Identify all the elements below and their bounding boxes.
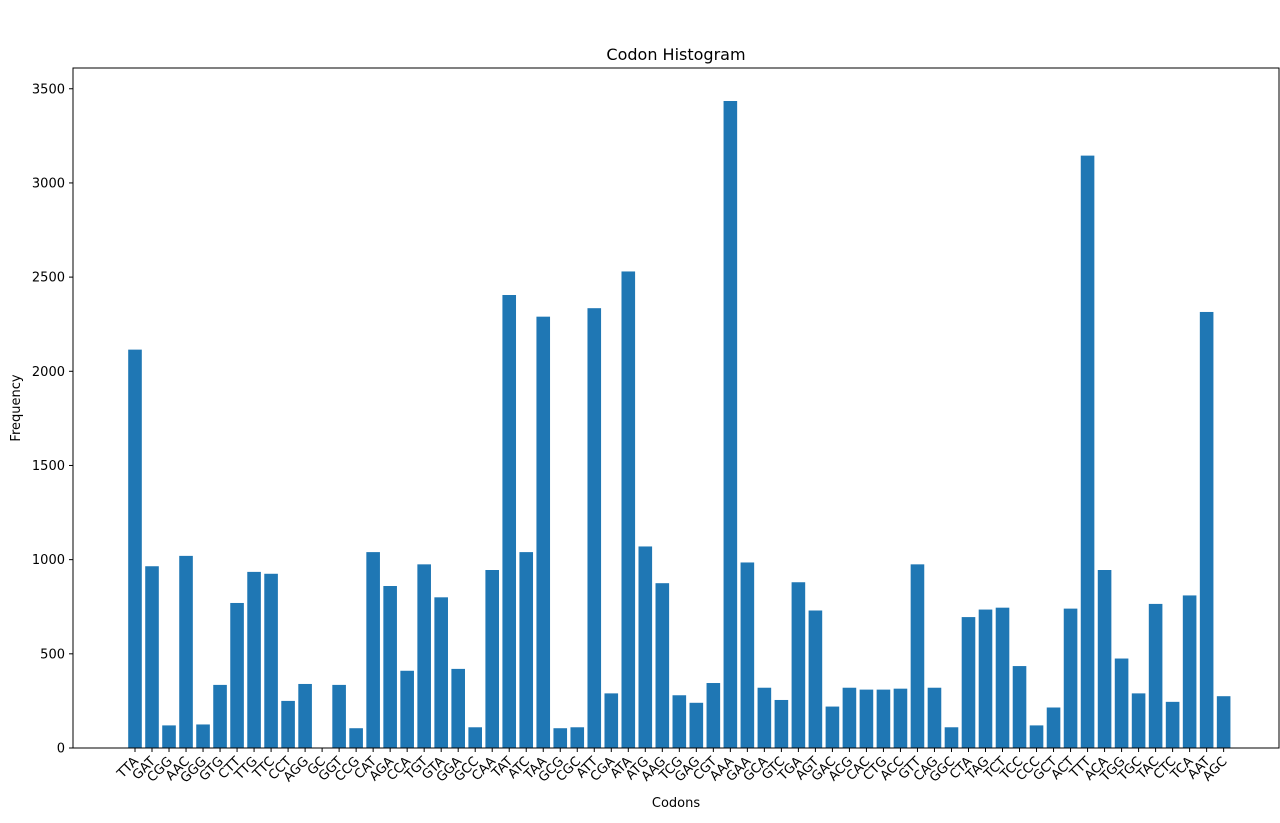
bar-gta bbox=[434, 597, 448, 748]
bar-aca bbox=[1097, 570, 1112, 748]
bar-ata bbox=[621, 271, 636, 748]
bar-tgt bbox=[417, 564, 431, 748]
bar-gtc bbox=[774, 699, 789, 748]
y-tick-label: 0 bbox=[57, 742, 65, 757]
bar-gct bbox=[1046, 707, 1061, 748]
y-tick-label: 3500 bbox=[32, 82, 65, 97]
y-tick-label: 500 bbox=[40, 647, 65, 662]
bar-aga bbox=[383, 586, 397, 748]
bar-gtt bbox=[910, 564, 925, 748]
bar-ttg bbox=[247, 571, 261, 748]
bars-group bbox=[128, 101, 1231, 748]
bar-tat bbox=[502, 295, 517, 748]
bar-gcc bbox=[468, 727, 482, 748]
bar-cct bbox=[281, 700, 295, 748]
bar-cta bbox=[961, 617, 976, 748]
bar-ggt bbox=[332, 684, 346, 748]
bar-tcc bbox=[1012, 666, 1027, 748]
bar-tac bbox=[1148, 603, 1163, 748]
bar-tcg bbox=[672, 695, 687, 748]
bar-tct bbox=[995, 607, 1010, 748]
bar-gcg bbox=[553, 728, 568, 748]
bar-tga bbox=[791, 582, 806, 748]
bar-gca bbox=[757, 687, 772, 748]
bar-tgg bbox=[1114, 658, 1129, 748]
chart-title: Codon Histogram bbox=[606, 45, 745, 64]
bar-aat bbox=[1199, 311, 1214, 748]
bar-cgg bbox=[162, 725, 176, 748]
bar-tta bbox=[128, 349, 142, 748]
bar-ctg bbox=[876, 689, 891, 748]
bar-gtg bbox=[213, 684, 227, 748]
x-axis-ticks: TTAGATCGGAACGGGGTGCTTTTGTTCCCTAGGGCGGTCC… bbox=[114, 748, 1230, 786]
bar-atg bbox=[638, 546, 653, 748]
bar-aaa bbox=[723, 101, 738, 748]
y-tick-label: 3000 bbox=[32, 176, 65, 191]
bar-gac bbox=[825, 706, 840, 748]
bar-ctc bbox=[1165, 701, 1180, 748]
bar-acg bbox=[842, 687, 857, 748]
bar-aac bbox=[179, 555, 193, 748]
bar-act bbox=[1063, 608, 1078, 748]
bar-agg bbox=[298, 683, 312, 748]
plot-frame bbox=[72, 67, 1280, 749]
bar-tca bbox=[1182, 595, 1197, 748]
bar-tgc bbox=[1131, 693, 1146, 748]
y-axis-title: Frequency bbox=[9, 374, 24, 441]
bar-cca bbox=[400, 670, 414, 748]
bar-cgt bbox=[706, 683, 721, 748]
bar-caa bbox=[485, 570, 500, 748]
bar-gga bbox=[451, 668, 465, 748]
bar-cgc bbox=[570, 727, 585, 748]
bar-cac bbox=[859, 689, 874, 748]
bar-gaa bbox=[740, 562, 755, 748]
bar-acc bbox=[893, 688, 908, 748]
bar-ccg bbox=[349, 728, 363, 748]
bar-att bbox=[587, 308, 602, 748]
bar-agc bbox=[1216, 696, 1231, 748]
bar-ttt bbox=[1080, 155, 1095, 748]
y-tick-label: 2000 bbox=[32, 365, 65, 380]
bar-ttc bbox=[264, 573, 278, 748]
bar-taa bbox=[536, 316, 551, 748]
bar-aag bbox=[655, 583, 670, 748]
bar-atc bbox=[519, 552, 534, 748]
bar-tag bbox=[978, 609, 993, 748]
bar-ccc bbox=[1029, 725, 1044, 748]
bar-ggc bbox=[944, 727, 959, 748]
bar-cat bbox=[366, 552, 380, 748]
bar-cga bbox=[604, 693, 619, 748]
x-axis-title: Codons bbox=[652, 796, 700, 811]
y-tick-label: 1000 bbox=[32, 553, 65, 568]
bar-agt bbox=[808, 610, 823, 748]
bar-cag bbox=[927, 687, 942, 748]
y-tick-label: 1500 bbox=[32, 459, 65, 474]
bar-ggg bbox=[196, 724, 210, 748]
y-tick-label: 2500 bbox=[32, 271, 65, 286]
bar-ctt bbox=[230, 602, 244, 748]
y-axis-ticks: 0 500 1000 1500 2000 2500 3000 3500 bbox=[32, 82, 73, 757]
bar-gag bbox=[689, 702, 704, 748]
bar-gat bbox=[145, 566, 159, 748]
